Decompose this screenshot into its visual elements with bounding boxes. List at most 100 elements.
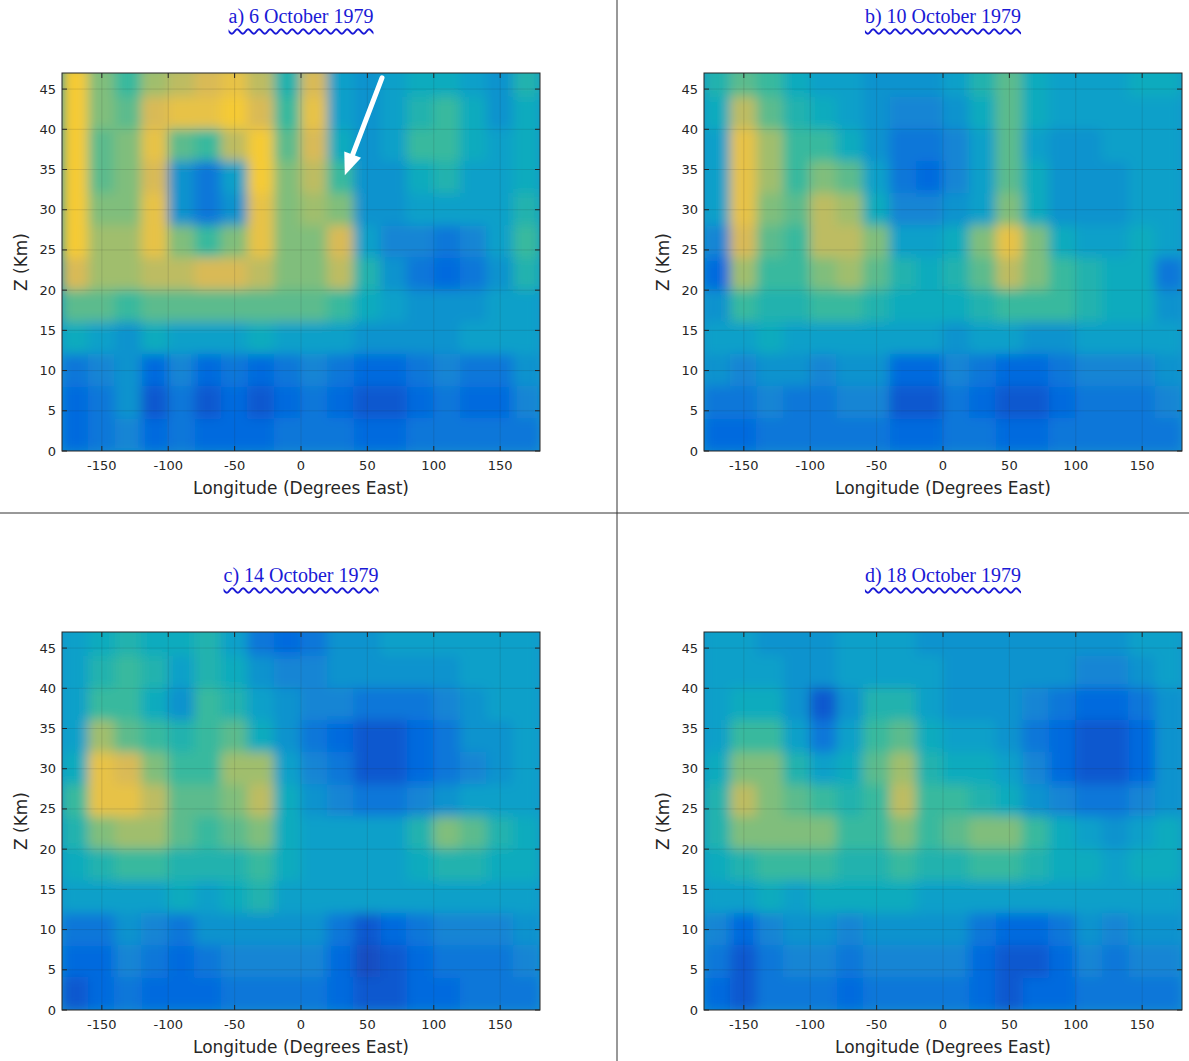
cell bbox=[757, 784, 785, 817]
cell bbox=[810, 257, 838, 290]
cell bbox=[1022, 945, 1050, 978]
y-tick bbox=[62, 648, 67, 649]
cell bbox=[836, 97, 864, 130]
cell bbox=[433, 945, 461, 978]
cell bbox=[1102, 881, 1130, 914]
cell bbox=[460, 849, 488, 882]
y-tick-label: 20 bbox=[39, 283, 56, 298]
cell bbox=[836, 161, 864, 194]
cell bbox=[943, 257, 971, 290]
cell bbox=[327, 632, 355, 657]
grid-line bbox=[433, 632, 434, 1010]
y-tick-label: 25 bbox=[39, 242, 56, 257]
cell bbox=[433, 881, 461, 914]
x-tick-label: -150 bbox=[87, 1017, 117, 1032]
grid-line bbox=[62, 249, 540, 250]
cell bbox=[916, 225, 944, 258]
y-tick bbox=[535, 849, 540, 850]
y-tick bbox=[1177, 969, 1182, 970]
cell bbox=[194, 816, 222, 849]
cell bbox=[1155, 816, 1182, 849]
cell bbox=[783, 656, 811, 689]
cell bbox=[513, 418, 540, 451]
cell bbox=[115, 290, 143, 323]
cell bbox=[757, 129, 785, 162]
cell bbox=[889, 161, 917, 194]
cell bbox=[247, 290, 275, 323]
cell bbox=[836, 816, 864, 849]
cell bbox=[460, 816, 488, 849]
cell bbox=[1102, 322, 1130, 355]
cell bbox=[141, 322, 169, 355]
arrow-head bbox=[344, 151, 361, 175]
cell bbox=[513, 977, 540, 1010]
x-tick bbox=[943, 446, 944, 451]
cell bbox=[783, 97, 811, 130]
y-tick bbox=[535, 1010, 540, 1011]
x-tick bbox=[500, 1005, 501, 1010]
cell bbox=[1049, 816, 1077, 849]
y-tick-label: 0 bbox=[48, 1003, 56, 1018]
cell bbox=[757, 322, 785, 355]
cell bbox=[141, 881, 169, 914]
cell bbox=[194, 632, 222, 657]
cell bbox=[274, 386, 302, 419]
grid-line bbox=[704, 129, 1182, 130]
x-tick bbox=[810, 632, 811, 637]
y-tick bbox=[704, 209, 709, 210]
x-tick-label: 100 bbox=[421, 1017, 446, 1032]
cell bbox=[301, 129, 329, 162]
cell bbox=[115, 849, 143, 882]
cell bbox=[1102, 784, 1130, 817]
y-tick bbox=[535, 249, 540, 250]
plot-area bbox=[704, 73, 1182, 451]
y-tick bbox=[704, 451, 709, 452]
cell bbox=[704, 418, 731, 451]
cell bbox=[274, 290, 302, 323]
grid-line bbox=[943, 632, 944, 1010]
cell bbox=[380, 784, 408, 817]
grid-line bbox=[704, 969, 1182, 970]
cell bbox=[301, 720, 329, 753]
cell bbox=[168, 816, 196, 849]
x-tick bbox=[367, 1005, 368, 1010]
cell bbox=[969, 386, 997, 419]
cell bbox=[943, 688, 971, 721]
cell bbox=[1022, 97, 1050, 130]
cell bbox=[115, 322, 143, 355]
cell bbox=[943, 945, 971, 978]
cell bbox=[943, 418, 971, 451]
cell bbox=[783, 290, 811, 323]
cell bbox=[810, 161, 838, 194]
cell bbox=[889, 257, 917, 290]
cell bbox=[194, 290, 222, 323]
cell bbox=[407, 386, 435, 419]
figure: -150-100-50050100150051015202530354045Lo… bbox=[0, 0, 1189, 1061]
cell bbox=[62, 73, 89, 98]
y-tick bbox=[704, 728, 709, 729]
cell bbox=[969, 720, 997, 753]
cell bbox=[168, 977, 196, 1010]
cell bbox=[704, 816, 731, 849]
cell bbox=[301, 945, 329, 978]
y-tick bbox=[704, 1010, 709, 1011]
cell bbox=[810, 656, 838, 689]
y-tick bbox=[535, 688, 540, 689]
cell bbox=[1075, 73, 1103, 98]
cell bbox=[274, 73, 302, 98]
panel-title: b) 10 October 1979 bbox=[704, 5, 1182, 28]
grid-line bbox=[62, 849, 540, 850]
x-tick bbox=[743, 632, 744, 637]
x-tick-label: -100 bbox=[153, 1017, 183, 1032]
cell bbox=[301, 322, 329, 355]
y-tick-label: 25 bbox=[681, 242, 698, 257]
y-tick-label: 30 bbox=[681, 202, 698, 217]
y-tick bbox=[535, 728, 540, 729]
grid-line bbox=[500, 632, 501, 1010]
grid-line bbox=[62, 889, 540, 890]
cell bbox=[460, 720, 488, 753]
grid-line bbox=[62, 728, 540, 729]
y-tick bbox=[1177, 209, 1182, 210]
y-tick bbox=[704, 249, 709, 250]
grid-line bbox=[704, 410, 1182, 411]
